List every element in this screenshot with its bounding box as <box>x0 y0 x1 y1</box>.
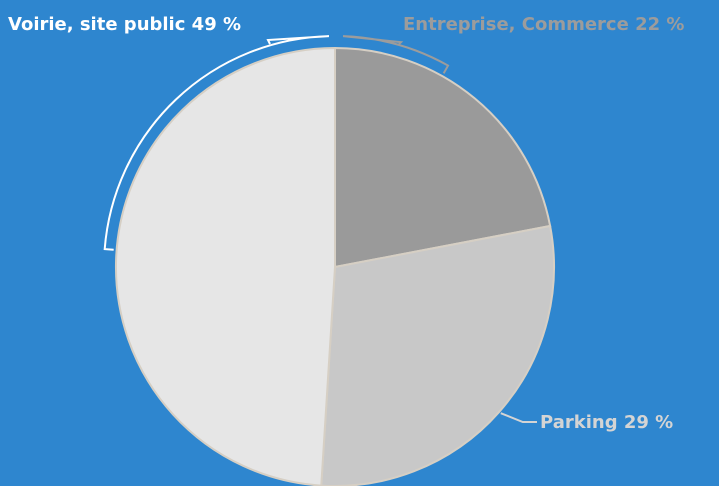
pie-slices <box>114 46 555 486</box>
slice-label-voirie-site-public: Voirie, site public 49 % <box>8 14 241 35</box>
pie-slice-voirie-site-public[interactable] <box>114 46 336 486</box>
label-connector-parking <box>500 412 537 423</box>
label-connector-voirie-site-public <box>103 35 330 251</box>
slice-label-entreprise-commerce: Entreprise, Commerce 22 % <box>403 14 684 35</box>
slice-label-parking: Parking 29 % <box>540 412 673 433</box>
pie-slice-entreprise-commerce[interactable] <box>334 46 552 269</box>
pie-slice-parking[interactable] <box>320 224 555 486</box>
slice-labels: Entreprise, Commerce 22 % Parking 29 % Voi… <box>8 14 684 433</box>
label-connectors <box>103 35 537 423</box>
label-connector-entreprise-commerce <box>342 35 450 74</box>
